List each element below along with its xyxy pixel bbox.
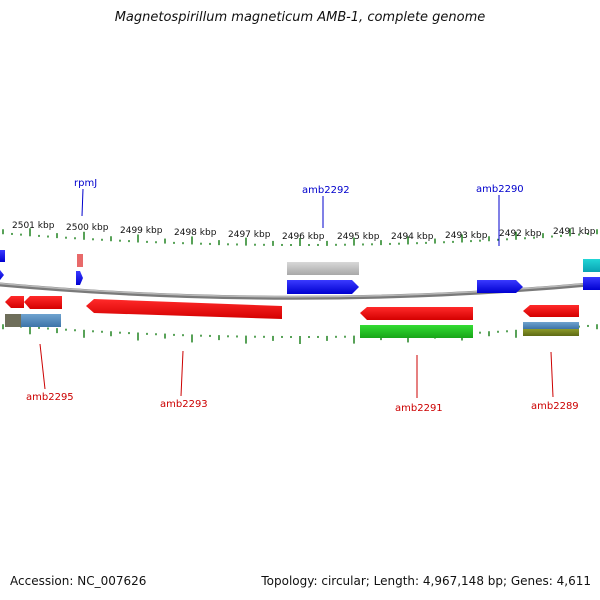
kbp-label: 2495 kbp [337,232,380,242]
bottom-gene-labels: amb2295 amb2293 amb2291 amb2289 [26,343,579,414]
genome-title: Magnetospirillum magneticum AMB-1, compl… [114,10,486,25]
kbp-label: 2500 kbp [66,223,109,233]
forward-feature-cyan[interactable] [583,259,600,272]
reverse-gene-arrow-amb2293[interactable] [86,299,282,319]
green-feature[interactable] [360,325,473,338]
reverse-gene-arrow-amb2295[interactable] [24,296,62,309]
leader-line [39,343,46,390]
kbp-label: 2494 kbp [391,232,434,242]
forward-gene-arrow-amb2290[interactable] [477,280,523,293]
kbp-label: 2492 kbp [499,229,542,239]
gene-label-amb2290[interactable]: amb2290 [476,184,524,195]
gene-label-amb2292[interactable]: amb2292 [302,185,350,196]
forward-gene-arrow[interactable] [76,271,83,285]
gene-label-amb2289[interactable]: amb2289 [531,401,579,412]
gene-label-amb2293[interactable]: amb2293 [160,399,208,410]
other-feature[interactable] [523,329,579,336]
rna-feature-rpmJ[interactable] [77,254,83,267]
reverse-gene-arrow-amb2289[interactable] [523,305,579,317]
inner-tick-track [2,324,598,344]
accession-label: Accession: NC_007626 [10,574,147,588]
kbp-label: 2498 kbp [174,228,217,238]
forward-gene-arrow[interactable] [583,277,600,290]
top-gene-labels: rpmJ amb2292 amb2290 [74,178,524,246]
forward-strand-features [0,250,600,294]
other-feature[interactable] [523,322,579,329]
kbp-label: 2491 kbp [553,227,596,237]
kbp-label: 2499 kbp [120,226,163,236]
outer-tick-track [2,228,598,246]
other-feature[interactable] [21,314,61,327]
kbp-label: 2497 kbp [228,230,271,240]
leader-line [550,351,554,398]
leader-line [81,188,84,217]
kbp-labels: 2501 kbp 2500 kbp 2499 kbp 2498 kbp 2497… [12,221,596,242]
forward-gene-arrow[interactable] [0,270,4,280]
gene-label-amb2295[interactable]: amb2295 [26,392,74,403]
other-feature[interactable] [5,314,21,327]
gene-label-rpmJ[interactable]: rpmJ [74,178,97,189]
genome-summary: Topology: circular; Length: 4,967,148 bp… [261,574,591,588]
kbp-label: 2496 kbp [282,232,325,242]
leader-line [180,350,184,397]
reverse-strand-features [5,296,579,338]
genome-backbone [0,281,600,300]
reverse-gene-arrow[interactable] [5,296,24,308]
reverse-gene-arrow-amb2291[interactable] [360,307,473,320]
gene-label-amb2291[interactable]: amb2291 [395,403,443,414]
forward-gene-arrow[interactable] [0,250,5,262]
kbp-label: 2493 kbp [445,231,488,241]
kbp-label: 2501 kbp [12,221,55,231]
forward-gene-arrow-amb2292[interactable] [287,280,359,294]
pseudo-gene-feature[interactable] [287,262,359,275]
